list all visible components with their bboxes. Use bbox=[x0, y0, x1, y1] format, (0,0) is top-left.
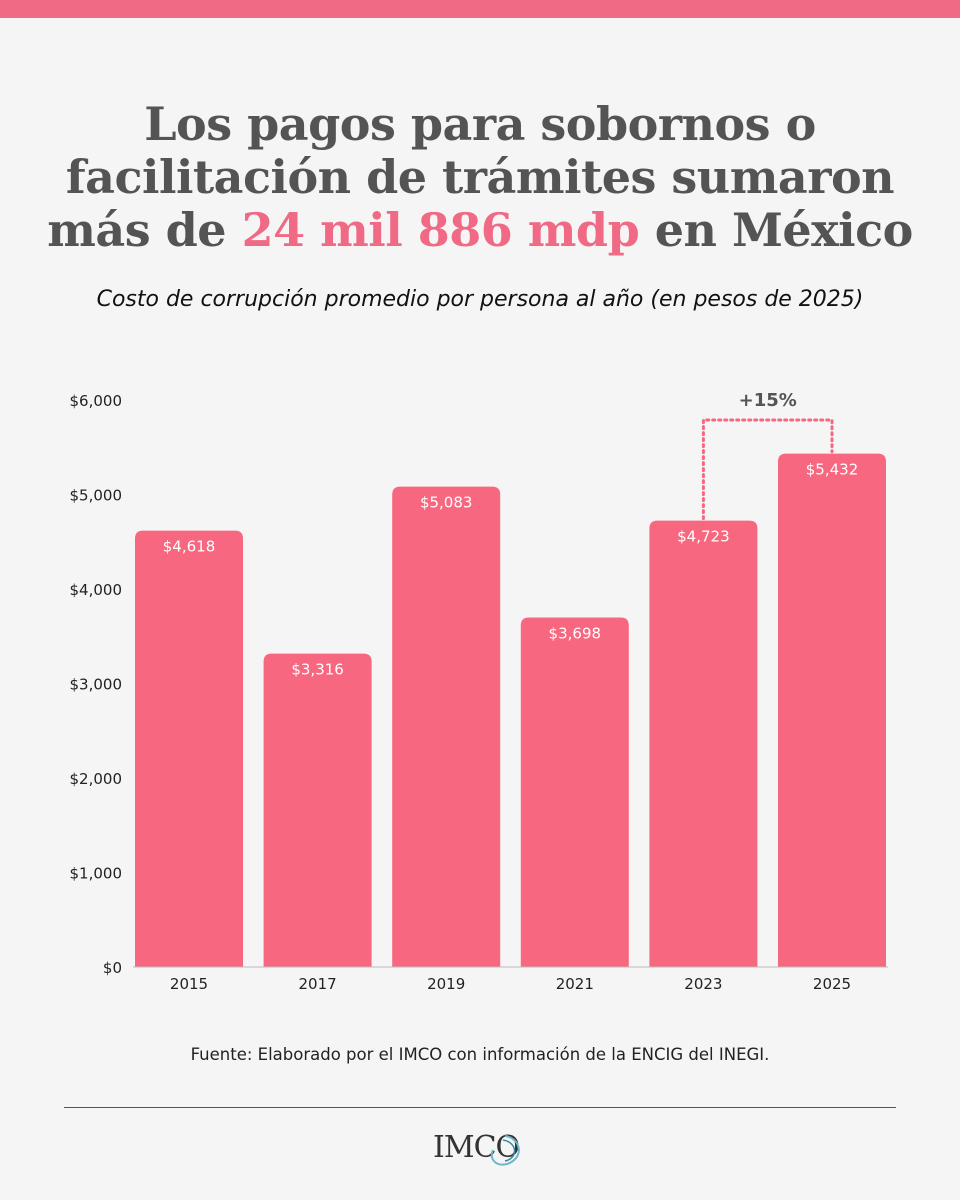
bar-2025 bbox=[778, 453, 886, 967]
bar-2017 bbox=[263, 653, 372, 967]
y-tick-label: $0 bbox=[103, 959, 122, 977]
x-tick-label-2021: 2021 bbox=[556, 975, 594, 993]
data-label-2021: $3,698 bbox=[549, 625, 602, 643]
footer-divider bbox=[64, 1107, 896, 1108]
bar-2021 bbox=[520, 617, 629, 967]
y-tick-label: $6,000 bbox=[70, 392, 123, 410]
x-tick-label-2015: 2015 bbox=[170, 975, 208, 993]
chart-subtitle: Costo de corrupción promedio por persona… bbox=[96, 287, 864, 312]
page-title: Los pagos para sobornos o facilitación d… bbox=[20, 98, 940, 257]
x-tick-label-2025: 2025 bbox=[813, 975, 851, 993]
y-tick-label: $4,000 bbox=[70, 581, 123, 599]
source-note: Fuente: Elaborado por el IMCO con inform… bbox=[190, 1045, 770, 1064]
title-text-end: en México bbox=[639, 203, 914, 257]
x-tick-label-2019: 2019 bbox=[427, 975, 465, 993]
bar-2023 bbox=[649, 520, 758, 967]
x-tick-label-2017: 2017 bbox=[299, 975, 337, 993]
data-label-2025: $5,432 bbox=[806, 461, 859, 479]
data-label-2019: $5,083 bbox=[420, 494, 473, 512]
bar-2019 bbox=[392, 486, 501, 967]
x-tick-label-2023: 2023 bbox=[684, 975, 722, 993]
growth-bracket bbox=[701, 418, 834, 521]
y-tick-label: $1,000 bbox=[70, 865, 123, 883]
title-text-start: Los pagos para sobornos o facilitación d… bbox=[47, 97, 895, 257]
data-label-2023: $4,723 bbox=[677, 528, 730, 546]
bar-2015 bbox=[135, 530, 243, 967]
y-tick-label: $3,000 bbox=[70, 676, 123, 694]
bar-chart: $0 $1,000 $2,000 $3,000 $4,000 $5,000 $6,000 $4… bbox=[70, 390, 888, 993]
growth-annotation: +15% bbox=[739, 390, 797, 411]
title-highlight: 24 mil 886 mdp bbox=[241, 203, 640, 257]
top-accent-bar bbox=[0, 0, 960, 18]
y-tick-label: $2,000 bbox=[70, 770, 123, 788]
data-label-2017: $3,316 bbox=[291, 661, 344, 679]
imco-logo: IMCO bbox=[433, 1130, 520, 1170]
data-label-2015: $4,618 bbox=[163, 538, 216, 556]
y-tick-label: $5,000 bbox=[70, 487, 123, 505]
logo-swirl-icon bbox=[490, 1135, 520, 1166]
